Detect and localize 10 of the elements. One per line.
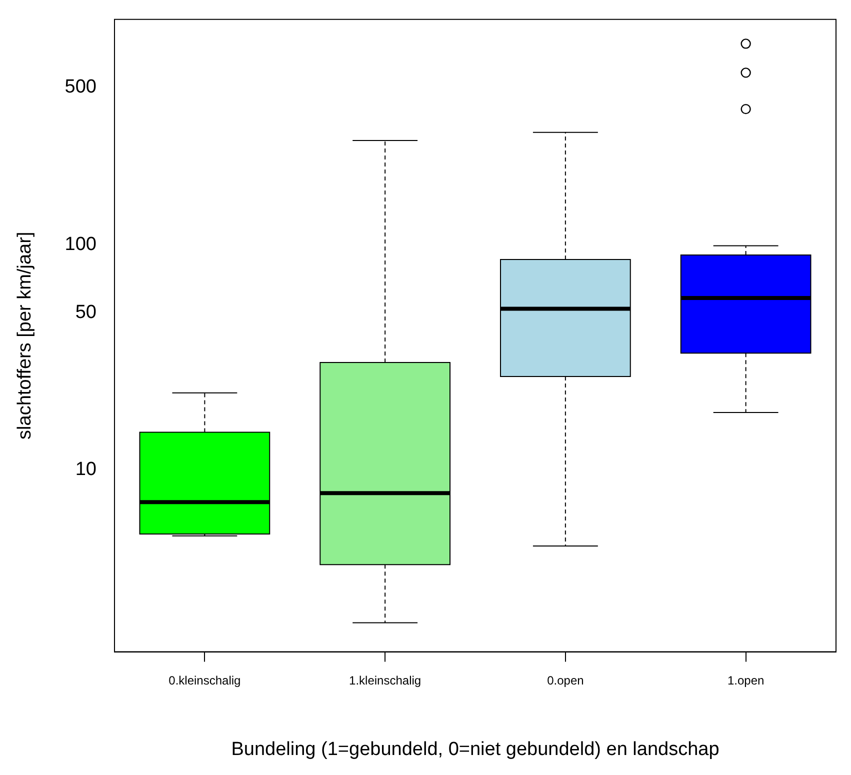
x-tick-label: 1.open: [727, 673, 764, 688]
y-axis-title: slachtoffers [per km/jaar]: [14, 232, 36, 440]
x-tick-label: 0.kleinschalig: [168, 673, 241, 688]
x-tick-label: 1.kleinschalig: [349, 673, 422, 688]
y-tick-label: 50: [75, 302, 96, 323]
y-tick-label: 100: [64, 234, 96, 255]
x-axis-title: Bundeling (1=gebundeld, 0=niet gebundeld) en landschap: [231, 738, 720, 760]
y-tick-label: 500: [64, 76, 96, 98]
x-tick-label: 0.open: [547, 673, 584, 688]
y-tick-label: 10: [75, 459, 96, 480]
